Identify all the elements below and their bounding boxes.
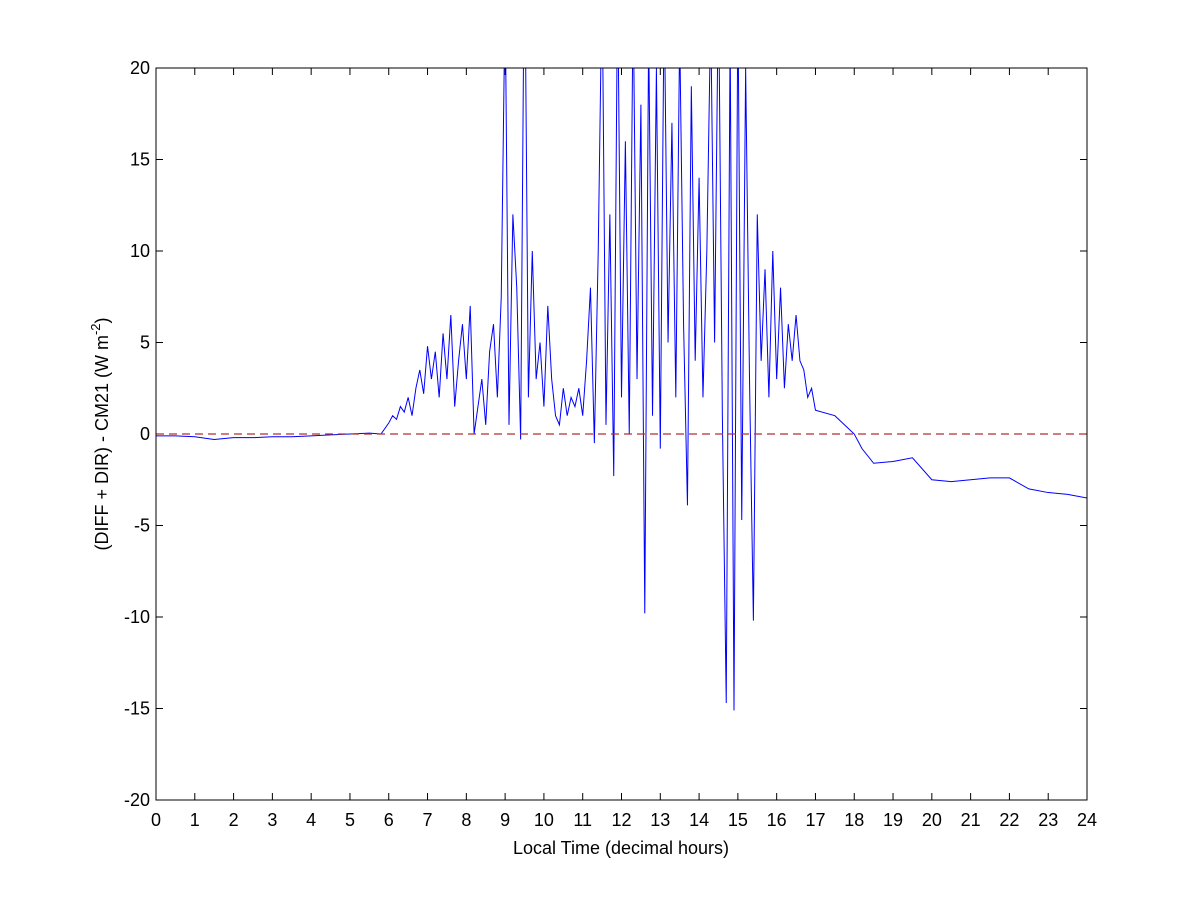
y-tick-label: -20	[124, 790, 150, 810]
x-tick-label: 2	[229, 810, 239, 830]
x-tick-label: 14	[689, 810, 709, 830]
y-tick-label: 15	[130, 150, 150, 170]
y-tick-label: 20	[130, 58, 150, 78]
x-tick-label: 0	[151, 810, 161, 830]
y-tick-label: -5	[134, 516, 150, 536]
x-tick-label: 21	[961, 810, 981, 830]
y-tick-label: 10	[130, 241, 150, 261]
x-tick-label: 5	[345, 810, 355, 830]
x-tick-label: 22	[999, 810, 1019, 830]
x-tick-label: 23	[1038, 810, 1058, 830]
y-tick-label: -15	[124, 699, 150, 719]
y-label-main: (DIFF + DIR) - CM21 (W m	[92, 335, 112, 550]
x-tick-label: 9	[500, 810, 510, 830]
x-tick-label: 13	[650, 810, 670, 830]
y-label-superscript: -2	[88, 323, 103, 335]
x-tick-label: 20	[922, 810, 942, 830]
x-tick-label: 11	[573, 810, 592, 830]
x-tick-label: 6	[384, 810, 394, 830]
x-axis-label: Local Time (decimal hours)	[513, 838, 729, 858]
x-tick-label: 3	[267, 810, 277, 830]
data-line	[156, 68, 1087, 711]
y-tick-label: -10	[124, 607, 150, 627]
x-tick-label: 8	[461, 810, 471, 830]
x-tick-label: 12	[611, 810, 631, 830]
x-tick-label: 18	[844, 810, 864, 830]
x-tick-label: 1	[190, 810, 200, 830]
x-tick-label: 7	[423, 810, 433, 830]
x-tick-label: 24	[1077, 810, 1097, 830]
x-tick-label: 10	[534, 810, 554, 830]
y-tick-label: 5	[140, 333, 150, 353]
y-axis-label: (DIFF + DIR) - CM21 (W m-2)	[88, 317, 112, 550]
x-tick-label: 16	[767, 810, 787, 830]
axes-box	[155, 67, 1088, 801]
y-tick-label: 0	[140, 424, 150, 444]
x-tick-label: 19	[883, 810, 903, 830]
y-label-close: )	[92, 317, 112, 323]
plot-area	[156, 68, 1087, 711]
x-tick-label: 4	[306, 810, 316, 830]
x-tick-label: 15	[728, 810, 748, 830]
x-tick-label: 17	[805, 810, 825, 830]
